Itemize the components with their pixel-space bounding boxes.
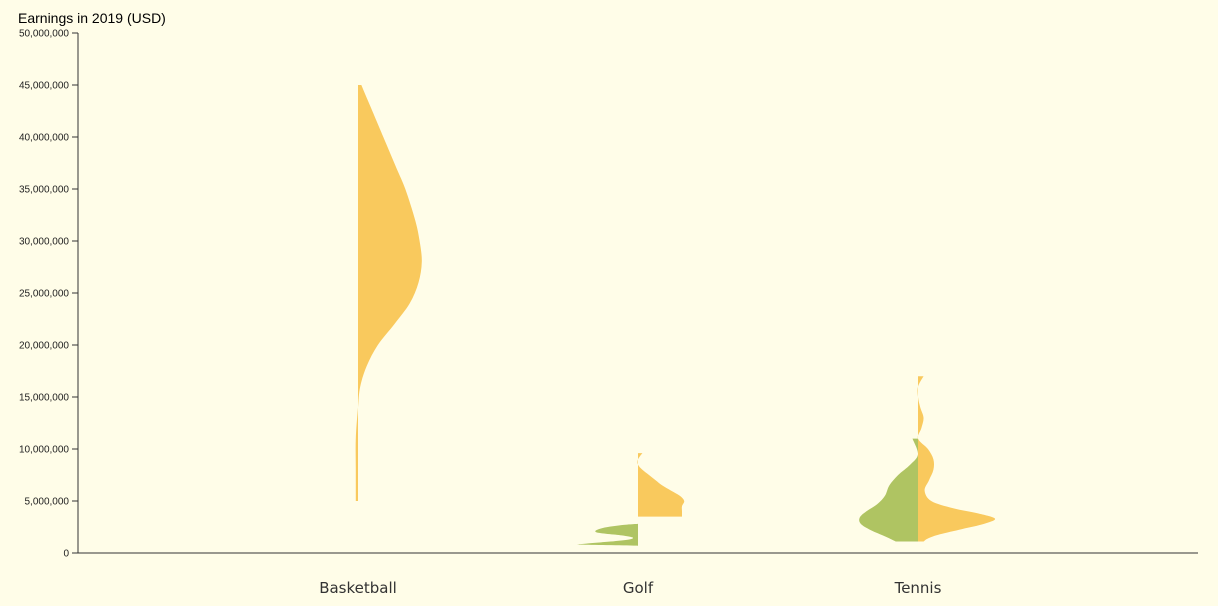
x-category-label: Tennis (894, 579, 942, 597)
y-tick-label: 10,000,000 (19, 445, 69, 456)
x-category-label: Golf (623, 579, 654, 597)
violin-tennis-right (917, 376, 996, 542)
x-axis: Basketball Golf Tennis (78, 552, 1198, 597)
violin-golf-left (577, 523, 638, 546)
y-tick-label: 50,000,000 (19, 29, 69, 40)
y-tick-label: 15,000,000 (19, 393, 69, 404)
y-tick-label: 35,000,000 (19, 185, 69, 196)
violin-tennis-left (859, 438, 919, 542)
violin-golf-right (637, 453, 685, 517)
y-tick-label: 40,000,000 (19, 133, 69, 144)
y-tick-label: 20,000,000 (19, 341, 69, 352)
y-tick-label: 5,000,000 (25, 497, 70, 508)
chart-title: Earnings in 2019 (USD) (18, 10, 166, 26)
violin-basketball-right (355, 85, 422, 501)
x-category-label: Basketball (319, 579, 397, 597)
y-tick-label: 30,000,000 (19, 237, 69, 248)
y-tick-label: 45,000,000 (19, 81, 69, 92)
y-tick-label: 0 (63, 549, 69, 560)
y-tick-label: 25,000,000 (19, 289, 69, 300)
violin-plot-area (355, 85, 996, 546)
y-axis: 0 5,000,000 10,000,000 15,000,000 20,000,000… (19, 29, 79, 560)
